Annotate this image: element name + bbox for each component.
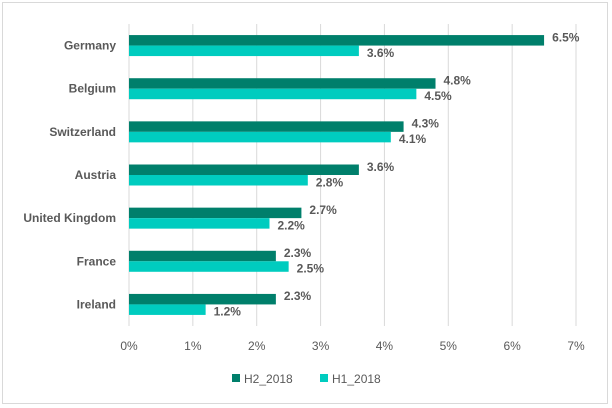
bar-h1-2018 <box>129 88 417 100</box>
data-label: 6.5% <box>552 30 580 44</box>
data-label: 4.5% <box>424 89 452 103</box>
data-label: 2.5% <box>297 262 325 276</box>
x-tick-label: 1% <box>184 339 202 353</box>
x-tick-label: 2% <box>248 339 266 353</box>
category-label: United Kingdom <box>23 211 116 225</box>
data-label: 4.1% <box>399 132 427 146</box>
bar-h2-2018 <box>129 250 276 262</box>
chart-frame <box>2 2 608 404</box>
legend-swatch <box>232 374 240 382</box>
bar-h1-2018 <box>129 304 206 315</box>
category-label: Austria <box>75 168 117 182</box>
bar-h2-2018 <box>129 207 302 219</box>
data-label: 2.7% <box>309 203 337 217</box>
data-label: 2.2% <box>277 218 305 232</box>
data-label: 4.8% <box>444 73 472 87</box>
x-tick-label: 0% <box>120 339 138 353</box>
legend-label: H2_2018 <box>244 372 293 386</box>
data-label: 4.3% <box>412 117 440 131</box>
data-label: 2.8% <box>316 175 344 189</box>
data-label: 3.6% <box>367 46 395 60</box>
x-tick-label: 3% <box>312 339 330 353</box>
bar-h2-2018 <box>129 121 404 132</box>
category-label: Germany <box>64 39 116 53</box>
category-label: Switzerland <box>49 125 116 139</box>
category-label: Ireland <box>77 297 116 311</box>
bar-h2-2018 <box>129 35 545 46</box>
bar-h2-2018 <box>129 78 436 89</box>
x-tick-label: 6% <box>503 339 521 353</box>
x-tick-label: 4% <box>376 339 394 353</box>
bar-h2-2018 <box>129 164 359 175</box>
category-label: France <box>77 254 117 268</box>
data-label: 1.2% <box>214 305 242 319</box>
bar-h1-2018 <box>129 261 289 272</box>
x-tick-label: 7% <box>567 339 585 353</box>
data-label: 3.6% <box>367 160 395 174</box>
data-label: 2.3% <box>284 289 312 303</box>
bar-h1-2018 <box>129 131 391 143</box>
legend-swatch <box>320 374 328 382</box>
bar-h2-2018 <box>129 293 276 305</box>
category-label: Belgium <box>69 82 116 96</box>
bar-h1-2018 <box>129 218 270 229</box>
bar-h1-2018 <box>129 45 359 57</box>
data-label: 2.3% <box>284 246 312 260</box>
bar-h1-2018 <box>129 175 308 186</box>
legend-label: H1_2018 <box>332 372 381 386</box>
x-tick-label: 5% <box>440 339 458 353</box>
